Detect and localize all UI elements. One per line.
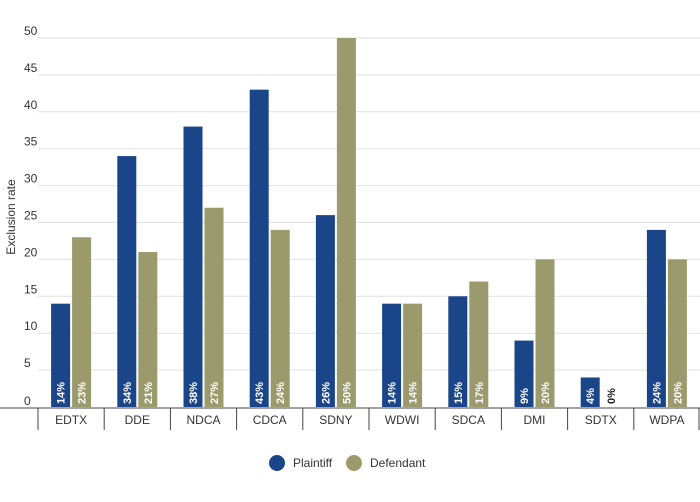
- y-tick-label: 0: [24, 394, 31, 408]
- bar-plaintiff-dmi: [514, 340, 534, 407]
- y-tick-label: 5: [24, 356, 31, 370]
- bar-defendant-dde: [138, 252, 158, 407]
- data-label: 14%: [408, 382, 420, 404]
- data-label: 14%: [56, 382, 68, 404]
- bar-plaintiff-wdpa: [646, 229, 666, 407]
- y-axis-title: Exclusion rate: [4, 179, 18, 255]
- y-tick-label: 35: [24, 135, 38, 149]
- bar-defendant-edtx: [72, 237, 92, 407]
- bar-defendant-sdny: [336, 38, 356, 407]
- x-tick-label: SDCA: [452, 413, 485, 427]
- gridlines: [38, 37, 700, 371]
- data-label: 20%: [540, 382, 552, 404]
- data-label: 26%: [320, 382, 332, 404]
- data-label: 24%: [275, 382, 287, 404]
- data-label: 21%: [143, 382, 155, 404]
- x-tick-label: DMI: [524, 413, 546, 427]
- bar-defendant-sdca: [469, 281, 489, 407]
- bar-plaintiff-dde: [117, 156, 137, 407]
- bar-plaintiff-sdny: [315, 215, 335, 407]
- x-tick-label: CDCA: [253, 413, 287, 427]
- y-tick-label: 45: [24, 61, 38, 75]
- y-tick-label: 25: [24, 209, 38, 223]
- legend-swatch: [269, 455, 285, 471]
- data-label: 20%: [672, 382, 684, 404]
- y-tick-label: 30: [24, 172, 38, 186]
- legend-label: Plaintiff: [293, 456, 333, 470]
- x-tick-label: SDTX: [585, 413, 617, 427]
- y-tick-label: 20: [24, 245, 38, 259]
- bar-defendant-ndca: [204, 207, 224, 407]
- x-tick-label: EDTX: [55, 413, 87, 427]
- bar-plaintiff-cdca: [249, 89, 269, 407]
- data-label: 4%: [585, 388, 597, 404]
- data-label: 14%: [387, 382, 399, 404]
- bar-plaintiff-sdca: [448, 296, 468, 407]
- data-label: 34%: [122, 382, 134, 404]
- data-label: 27%: [209, 382, 221, 404]
- legend-label: Defendant: [370, 456, 426, 470]
- y-tick-label: 50: [24, 24, 38, 38]
- x-tick-label: DDE: [125, 413, 150, 427]
- bar-labels: 14% 23% 34% 21% 38% 27% 43% 24% 26% 50% 14% 14% 15% 1…: [56, 382, 685, 404]
- data-label: 15%: [453, 382, 465, 404]
- legend-item-defendant[interactable]: Defendant: [346, 455, 426, 471]
- bar-plaintiff-edtx: [51, 303, 71, 407]
- data-label: 50%: [341, 382, 353, 404]
- legend-item-plaintiff[interactable]: Plaintiff: [269, 455, 333, 471]
- data-label: 38%: [188, 382, 200, 404]
- legend: Plaintiff Defendant: [269, 455, 426, 471]
- data-label: 24%: [651, 382, 663, 404]
- data-label: 0%: [606, 388, 618, 404]
- bar-defendant-dmi: [535, 259, 555, 407]
- data-label: 17%: [474, 382, 486, 404]
- y-tick-label: 15: [24, 282, 38, 296]
- y-tick-label: 10: [24, 319, 38, 333]
- x-tick-label: SDNY: [319, 413, 352, 427]
- axes: 0 5 10 15 20 25 30 35 40 45 50 EDTX DDE NDCA CDCA SDNY W…: [0, 24, 700, 430]
- data-label: 43%: [254, 382, 266, 404]
- data-label: 23%: [77, 382, 89, 404]
- x-tick-label: NDCA: [186, 413, 220, 427]
- bar-defendant-wdwi: [403, 303, 423, 407]
- x-tick-label: WDWI: [385, 413, 420, 427]
- x-tick-label: WDPA: [649, 413, 684, 427]
- bar-plaintiff-wdwi: [382, 303, 402, 407]
- bar-plaintiff-sdtx: [580, 377, 600, 407]
- bars: [51, 38, 687, 407]
- legend-swatch: [346, 455, 362, 471]
- y-tick-label: 40: [24, 98, 38, 112]
- data-label: 9%: [519, 388, 531, 404]
- bar-defendant-wdpa: [667, 259, 687, 407]
- bar-defendant-cdca: [270, 229, 290, 407]
- bar-plaintiff-ndca: [183, 126, 203, 407]
